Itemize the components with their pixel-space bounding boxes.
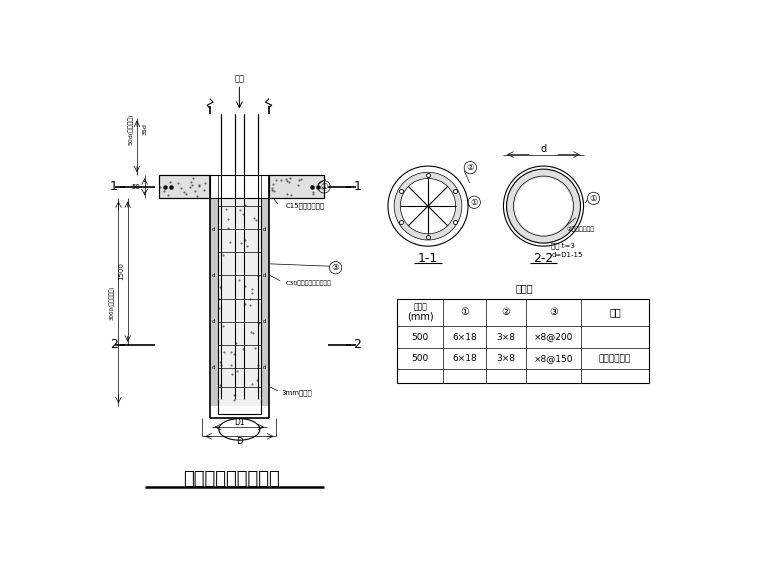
Bar — [397, 299, 649, 383]
Text: d=D1-15: d=D1-15 — [551, 251, 583, 258]
Text: 3mm螺旋筋: 3mm螺旋筋 — [282, 389, 312, 396]
Text: 1: 1 — [110, 180, 118, 193]
Text: 500: 500 — [412, 332, 429, 341]
Bar — [210, 199, 218, 406]
Bar — [159, 175, 210, 199]
Bar — [268, 175, 324, 199]
Bar — [218, 199, 261, 406]
Text: C15素混凝土垫层: C15素混凝土垫层 — [286, 203, 325, 209]
Text: ①: ① — [470, 198, 478, 207]
Text: 桩顶与承台连接大样: 桩顶与承台连接大样 — [183, 471, 280, 488]
Bar — [261, 199, 268, 406]
Text: ②: ② — [467, 163, 474, 172]
Text: 2-2: 2-2 — [534, 252, 553, 265]
Text: d: d — [212, 226, 216, 232]
Text: C30钢筋混凝土桩基按实: C30钢筋混凝土桩基按实 — [286, 281, 331, 286]
Text: 1-1: 1-1 — [418, 252, 438, 265]
Text: 2: 2 — [110, 338, 118, 351]
Text: ①: ① — [590, 194, 597, 203]
Text: 1500: 1500 — [118, 263, 124, 281]
Text: 50: 50 — [132, 184, 141, 190]
Text: 1: 1 — [353, 180, 361, 193]
Text: 3×8: 3×8 — [496, 354, 515, 363]
Text: 35d: 35d — [142, 123, 147, 135]
Text: ①: ① — [461, 307, 469, 318]
Text: d: d — [540, 144, 546, 154]
Text: 配筋表: 配筋表 — [515, 283, 533, 292]
Text: 2: 2 — [353, 338, 361, 351]
Text: 桩外径: 桩外径 — [413, 303, 427, 311]
Text: ×8@200: ×8@200 — [534, 332, 573, 341]
Text: D1: D1 — [234, 418, 245, 427]
Text: 壁厚 t=3: 壁厚 t=3 — [551, 243, 575, 249]
Text: ①: ① — [320, 182, 328, 191]
Text: 50d(预应力筋): 50d(预应力筋) — [128, 113, 133, 145]
Text: d: d — [263, 319, 267, 324]
Text: d: d — [212, 319, 216, 324]
Text: ②预制钢筋网片: ②预制钢筋网片 — [567, 226, 595, 232]
Text: d: d — [212, 365, 216, 370]
Text: 500: 500 — [412, 354, 429, 363]
Text: ③: ③ — [332, 263, 340, 272]
Text: 6×18: 6×18 — [452, 354, 477, 363]
Text: d: d — [212, 273, 216, 278]
Text: d: d — [263, 226, 267, 232]
Text: (mm): (mm) — [407, 311, 434, 321]
Text: 3×8: 3×8 — [496, 332, 515, 341]
Text: d: d — [263, 273, 267, 278]
Text: ③: ③ — [549, 307, 558, 318]
Text: 3000(桩嵌岩深度): 3000(桩嵌岩深度) — [109, 285, 115, 320]
Text: ×8@150: ×8@150 — [534, 354, 573, 363]
Text: d: d — [263, 365, 267, 370]
Ellipse shape — [219, 419, 260, 440]
Text: 仅用于抗拔桩: 仅用于抗拔桩 — [599, 354, 632, 363]
Text: 备注: 备注 — [610, 307, 621, 318]
Text: 6×18: 6×18 — [452, 332, 477, 341]
Text: ②: ② — [502, 307, 510, 318]
Text: D: D — [236, 437, 242, 446]
Text: 桩帽: 桩帽 — [234, 75, 245, 84]
